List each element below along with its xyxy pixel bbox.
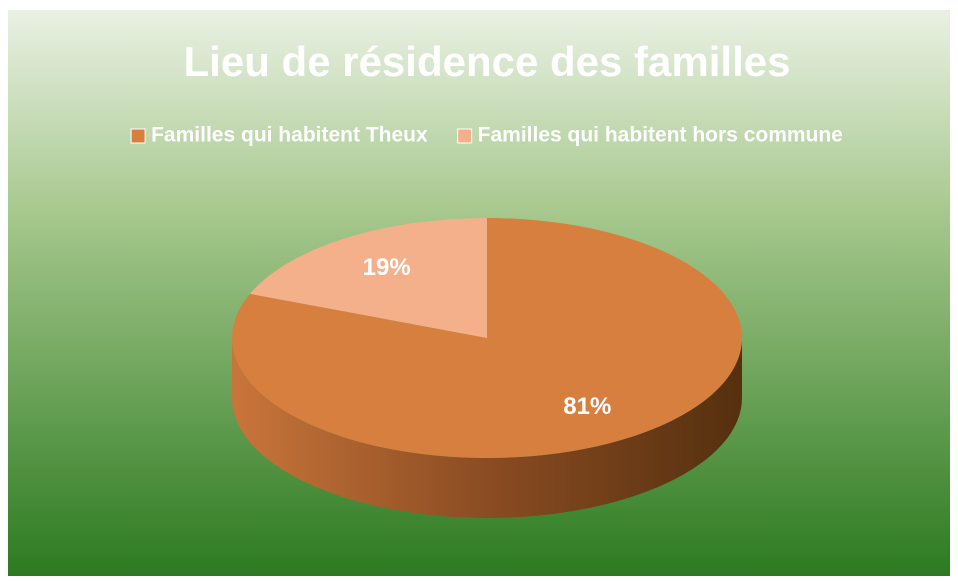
chart-title: Lieu de résidence des familles [184, 38, 791, 85]
slice [249, 218, 487, 338]
legend-label: Familles qui habitent Theux [151, 124, 428, 147]
data-label: 19% [363, 254, 411, 281]
legend-swatch [457, 128, 473, 144]
data-label: 81% [563, 393, 611, 420]
legend-label: Familles qui habitent hors commune [478, 124, 843, 147]
legend-swatch [130, 128, 146, 144]
slice-side [232, 338, 742, 518]
legend: Familles qui habitent Theux Familles qui … [130, 124, 843, 147]
slice [232, 218, 742, 458]
